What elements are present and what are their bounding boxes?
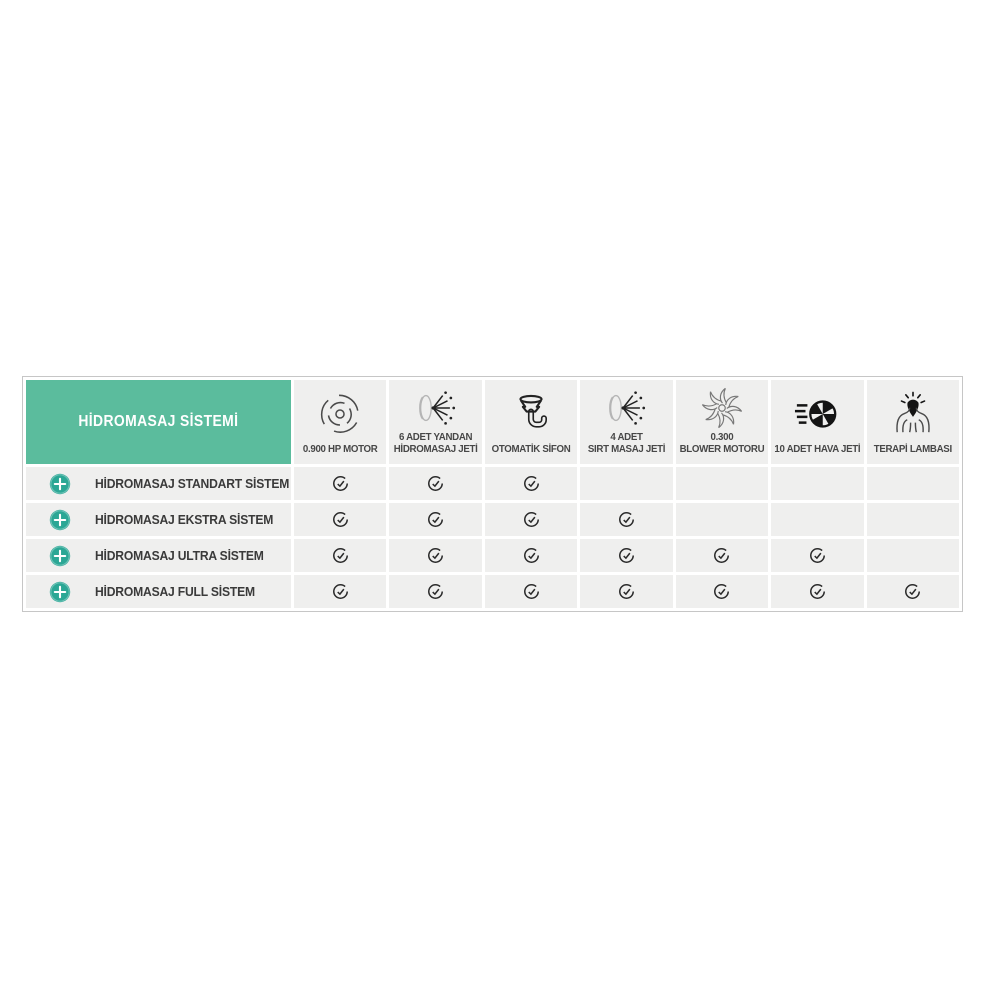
check-icon	[428, 548, 444, 563]
feature-cell	[389, 575, 482, 608]
check-icon	[523, 584, 539, 599]
feature-cell	[294, 539, 387, 572]
feature-cell	[580, 467, 673, 500]
check-icon	[523, 548, 539, 563]
feature-cell	[771, 503, 864, 536]
column-label: 4 ADET SIRT MASAJ JETİ	[587, 431, 666, 456]
feature-cell	[771, 539, 864, 572]
siphon-icon	[508, 380, 554, 444]
column-header-therapy-lamp: TERAPİ LAMBASI	[866, 380, 959, 464]
column-label: 0.300 BLOWER MOTORU	[679, 431, 765, 456]
feature-cell	[675, 503, 769, 536]
feature-cell	[294, 503, 387, 536]
feature-cell	[294, 467, 387, 500]
feature-cell	[771, 467, 864, 500]
back-massage-jet-icon	[603, 380, 649, 432]
expand-plus-button[interactable]	[49, 545, 71, 567]
feature-cell	[866, 575, 959, 608]
row-label: HİDROMASAJ STANDART SİSTEM	[95, 476, 290, 491]
expand-plus-button[interactable]	[49, 581, 71, 603]
therapy-lamp-icon	[890, 380, 936, 444]
expand-plus-button[interactable]	[49, 509, 71, 531]
feature-cell	[484, 503, 578, 536]
motor-icon	[317, 380, 363, 444]
check-icon	[332, 584, 348, 599]
check-icon	[523, 476, 539, 491]
feature-cell	[866, 539, 959, 572]
plus-icon	[49, 581, 71, 602]
column-label: 6 ADET YANDAN HİDROMASAJ JETİ	[393, 431, 478, 456]
row-standart-sistem: HİDROMASAJ STANDART SİSTEM	[26, 467, 291, 500]
check-icon	[332, 512, 348, 527]
column-header-siphon: OTOMATİK SİFON	[484, 380, 578, 464]
feature-cell	[389, 467, 482, 500]
feature-cell	[580, 539, 673, 572]
check-icon	[618, 584, 634, 599]
plus-icon	[49, 473, 71, 494]
column-header-back-jets: 4 ADET SIRT MASAJ JETİ	[580, 380, 673, 464]
row-label: HİDROMASAJ ULTRA SİSTEM	[95, 548, 264, 563]
air-jet-icon	[793, 380, 841, 444]
hydromassage-comparison-table: HİDROMASAJ SİSTEMİ 0.900 HP MOTOR	[22, 376, 963, 612]
check-icon	[428, 476, 444, 491]
column-label: 10 ADET HAVA JETİ	[774, 444, 861, 456]
check-icon	[809, 584, 825, 599]
check-icon	[905, 584, 921, 599]
feature-cell	[294, 575, 387, 608]
check-icon	[714, 584, 730, 599]
feature-cell	[675, 467, 769, 500]
hydromassage-jet-icon	[413, 380, 459, 432]
expand-plus-button[interactable]	[49, 473, 71, 495]
column-label: 0.900 HP MOTOR	[302, 444, 378, 456]
feature-cell	[389, 503, 482, 536]
check-icon	[523, 512, 539, 527]
row-label: HİDROMASAJ FULL SİSTEM	[95, 584, 255, 599]
row-full-sistem: HİDROMASAJ FULL SİSTEM	[26, 575, 291, 608]
feature-cell	[771, 575, 864, 608]
column-label: TERAPİ LAMBASI	[873, 444, 952, 456]
check-icon	[332, 476, 348, 491]
table-title-cell: HİDROMASAJ SİSTEMİ	[26, 380, 291, 464]
feature-cell	[866, 503, 959, 536]
check-icon	[809, 548, 825, 563]
feature-cell	[675, 539, 769, 572]
feature-cell	[484, 539, 578, 572]
check-icon	[428, 512, 444, 527]
column-header-motor: 0.900 HP MOTOR	[294, 380, 387, 464]
row-ultra-sistem: HİDROMASAJ ULTRA SİSTEM	[26, 539, 291, 572]
row-ekstra-sistem: HİDROMASAJ EKSTRA SİSTEM	[26, 503, 291, 536]
check-icon	[428, 584, 444, 599]
table-title: HİDROMASAJ SİSTEMİ	[78, 413, 239, 431]
column-header-blower: 0.300 BLOWER MOTORU	[675, 380, 769, 464]
feature-cell	[675, 575, 769, 608]
feature-cell	[580, 575, 673, 608]
plus-icon	[49, 545, 71, 566]
feature-cell	[580, 503, 673, 536]
column-label: OTOMATİK SİFON	[491, 444, 571, 456]
check-icon	[332, 548, 348, 563]
row-label: HİDROMASAJ EKSTRA SİSTEM	[95, 512, 274, 527]
feature-cell	[866, 467, 959, 500]
check-icon	[618, 548, 634, 563]
column-header-air-jets: 10 ADET HAVA JETİ	[771, 380, 864, 464]
feature-cell	[389, 539, 482, 572]
plus-icon	[49, 509, 71, 530]
column-header-side-jets: 6 ADET YANDAN HİDROMASAJ JETİ	[389, 380, 482, 464]
check-icon	[714, 548, 730, 563]
feature-cell	[484, 575, 578, 608]
feature-cell	[484, 467, 578, 500]
blower-icon	[699, 380, 745, 432]
check-icon	[618, 512, 634, 527]
